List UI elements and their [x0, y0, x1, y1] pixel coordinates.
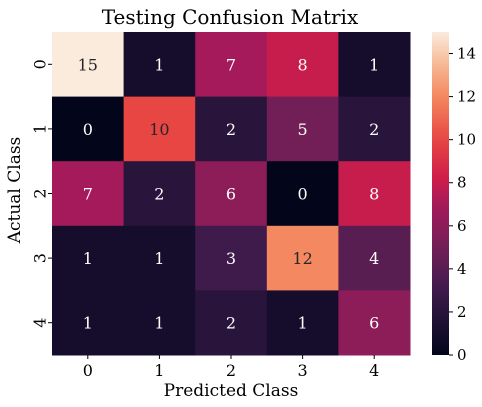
- heatmap-cell: [266, 96, 339, 162]
- heatmap-cell: [266, 32, 339, 98]
- heatmap-cell-value: 3: [226, 249, 236, 268]
- colorbar-tick-label: 4: [457, 260, 467, 278]
- heatmap-cell: [266, 161, 339, 227]
- heatmap-cell: [52, 32, 125, 98]
- colorbar-tick-label: 12: [457, 88, 476, 106]
- heatmap-cell: [52, 225, 125, 291]
- heatmap-cell-value: 10: [149, 120, 169, 139]
- heatmap-cell: [338, 161, 411, 227]
- y-tick-label: 4: [31, 318, 50, 328]
- heatmap-cells: [52, 32, 411, 356]
- heatmap-cell-value: 1: [369, 55, 379, 74]
- heatmap-cell-value: 2: [154, 185, 164, 204]
- heatmap-cell: [195, 290, 268, 356]
- x-tick-label: 4: [369, 361, 379, 380]
- x-tick-label: 1: [154, 361, 164, 380]
- heatmap-cell: [123, 96, 196, 162]
- heatmap-cell-value: 1: [298, 314, 308, 333]
- heatmap-cell: [266, 290, 339, 356]
- heatmap-cell-value: 8: [298, 55, 308, 74]
- y-tick-label: 3: [31, 253, 50, 263]
- colorbar-tick-label: 14: [457, 45, 476, 63]
- heatmap-cell: [338, 225, 411, 291]
- heatmap-cell-value: 1: [154, 55, 164, 74]
- x-tick-label: 2: [226, 361, 236, 380]
- heatmap-cell: [266, 225, 339, 291]
- heatmap-cell: [338, 290, 411, 356]
- heatmap-cell: [52, 290, 125, 356]
- heatmap-cell-value: 1: [154, 314, 164, 333]
- heatmap-cell-value: 0: [83, 120, 93, 139]
- heatmap-cell: [123, 225, 196, 291]
- heatmap-cell-value: 1: [83, 249, 93, 268]
- heatmap-cell-value: 15: [78, 55, 98, 74]
- heatmap-cell-labels: 15 1 7 8 10 10 2 5 27 2 6 0 81 1 3 12 41 1 2 1 6: [78, 55, 380, 332]
- heatmap-cell: [195, 225, 268, 291]
- y-axis-ticks: 0 1 2 3 4: [31, 59, 52, 328]
- heatmap-cell-value: 2: [369, 120, 379, 139]
- x-axis-label: Predicted Class: [164, 381, 299, 401]
- colorbar-tick-label: 0: [457, 346, 467, 364]
- y-axis-label: Actual Class: [5, 137, 25, 245]
- heatmap-cell: [52, 96, 125, 162]
- colorbar-tick-label: 8: [457, 174, 467, 192]
- x-axis-ticks: 0 1 2 3 4: [83, 355, 379, 380]
- heatmap-cell: [52, 161, 125, 227]
- colorbar-tick-label: 6: [457, 217, 467, 235]
- heatmap-cell-value: 6: [226, 185, 236, 204]
- heatmap-cell-value: 4: [369, 249, 379, 268]
- heatmap-cell: [123, 161, 196, 227]
- heatmap-cell: [338, 32, 411, 98]
- heatmap-cell: [195, 32, 268, 98]
- heatmap-cell: [123, 32, 196, 98]
- heatmap-cell-value: 7: [83, 185, 93, 204]
- heatmap-cell-value: 0: [298, 185, 308, 204]
- heatmap-cell: [338, 96, 411, 162]
- y-tick-label: 1: [31, 124, 50, 134]
- heatmap-cell-value: 8: [369, 185, 379, 204]
- heatmap-cell-value: 1: [83, 314, 93, 333]
- heatmap-cell-value: 5: [298, 120, 308, 139]
- x-tick-label: 0: [83, 361, 93, 380]
- colorbar-tick-label: 10: [457, 131, 476, 149]
- heatmap-cell-value: 12: [292, 249, 312, 268]
- colorbar-ticks: 0 2 4 6 8 10 12 14: [449, 45, 476, 364]
- heatmap-cell: [123, 290, 196, 356]
- colorbar-tick-label: 2: [457, 303, 467, 321]
- y-tick-label: 0: [31, 59, 50, 69]
- heatmap-cell: [195, 161, 268, 227]
- heatmap-cell-value: 7: [226, 55, 236, 74]
- colorbar: [432, 32, 449, 355]
- heatmap-cell: [195, 96, 268, 162]
- heatmap-cell-value: 2: [226, 120, 236, 139]
- chart-title: Testing Confusion Matrix: [102, 5, 359, 29]
- heatmap-cell-value: 1: [154, 249, 164, 268]
- heatmap-cell-value: 6: [369, 314, 379, 333]
- x-tick-label: 3: [298, 361, 308, 380]
- y-tick-label: 2: [31, 188, 50, 198]
- heatmap-cell-value: 2: [226, 314, 236, 333]
